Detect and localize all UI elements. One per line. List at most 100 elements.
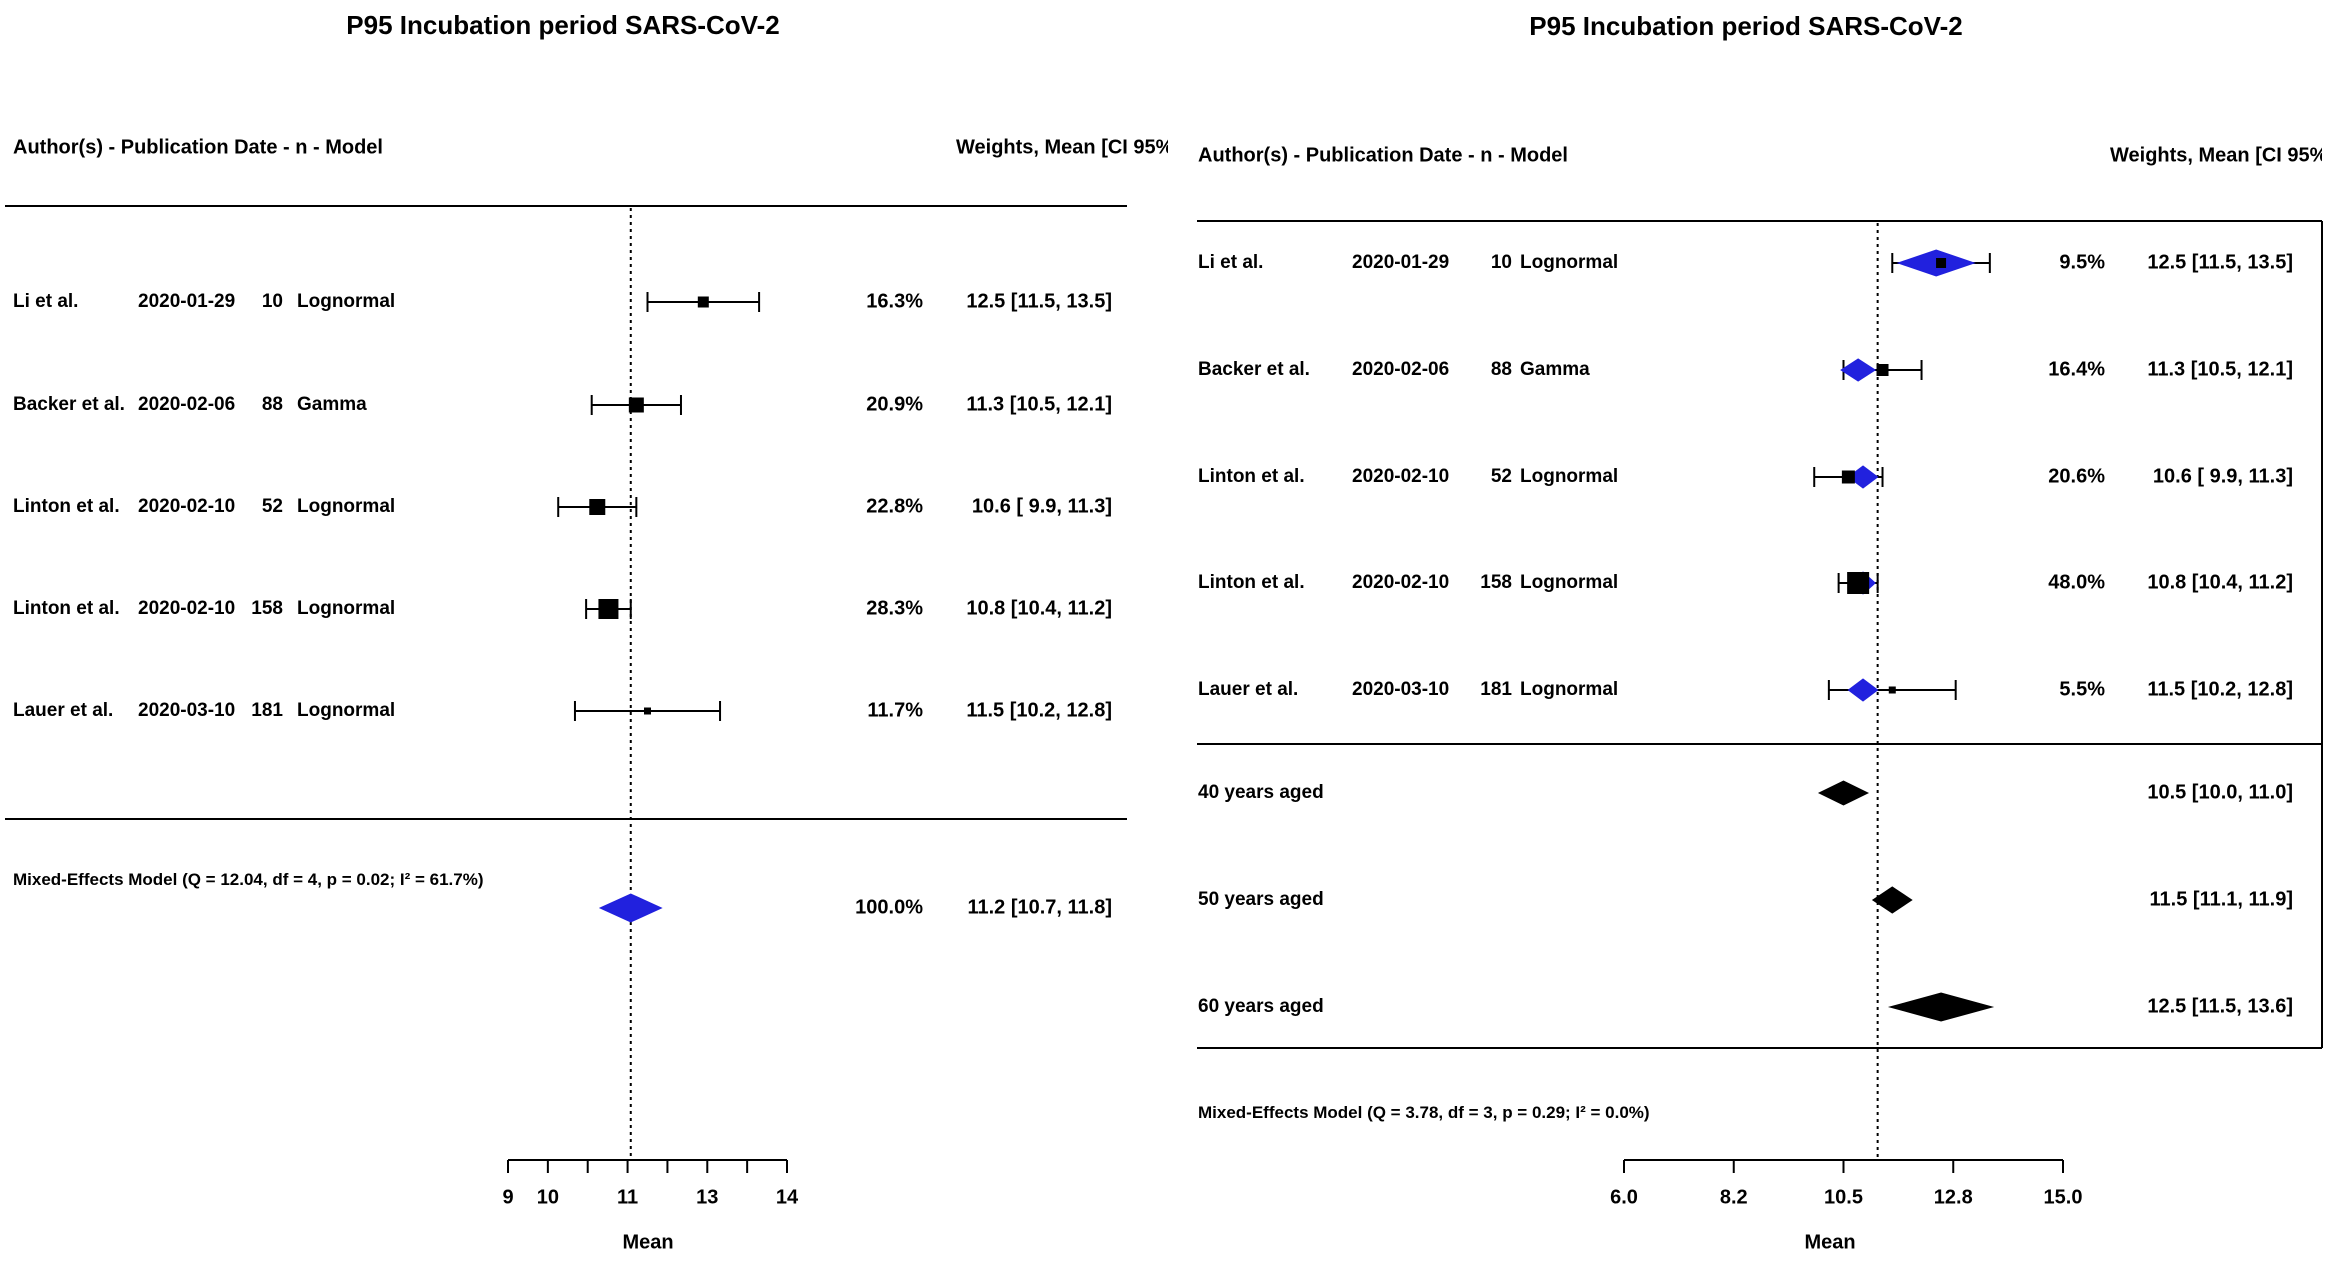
study-publication-date: 2020-02-06 (1352, 359, 1450, 381)
x-axis-tick-label: 10.5 (1824, 1186, 1863, 1209)
study-author: Li et al. (1198, 252, 1264, 274)
study-sample-size: 88 (261, 394, 283, 416)
subgroup-mean-ci: 12.5 [11.5, 13.6] (2147, 995, 2293, 1018)
study-sample-size: 10 (261, 291, 283, 313)
study-author: Lauer et al. (13, 700, 114, 722)
study-model: Lognormal (297, 700, 396, 722)
study-sample-size: 158 (1480, 572, 1512, 594)
subgroup-label: 40 years aged (1198, 782, 1324, 804)
study-point-estimate (1876, 364, 1889, 376)
study-publication-date: 2020-02-10 (138, 598, 236, 620)
subgroup-label: 50 years aged (1198, 889, 1324, 911)
study-sample-size: 181 (1480, 679, 1512, 701)
study-mean-ci: 10.6 [ 9.9, 11.3] (971, 495, 1112, 518)
study-publication-date: 2020-03-10 (138, 700, 236, 722)
study-model: Lognormal (1520, 679, 1619, 701)
subgroup-diamond (1817, 780, 1870, 806)
study-mean-ci: 10.8 [10.4, 11.2] (966, 597, 1112, 620)
subgroup-diamond (1871, 886, 1913, 914)
study-sample-size: 52 (1490, 466, 1512, 488)
study-weight: 11.7% (867, 699, 923, 722)
subgroup-diamond (1887, 992, 1995, 1022)
x-axis-tick-label: 10 (536, 1186, 559, 1209)
study-mean-ci: 11.5 [10.2, 12.8] (966, 699, 1112, 722)
study-point-estimate (628, 397, 644, 413)
subgroup-mean-ci: 11.5 [11.1, 11.9] (2149, 888, 2293, 911)
study-weight: 16.4% (2048, 358, 2105, 381)
column-header-weights-left: Weights, Mean [CI 95%] (956, 136, 1168, 159)
x-axis-tick-label: 8.2 (1719, 1186, 1748, 1209)
study-author: Linton et al. (1198, 572, 1305, 594)
study-author: Backer et al. (1198, 359, 1310, 381)
subgroup-mean-ci: 10.5 [10.0, 11.0] (2147, 781, 2293, 804)
study-mean-ci: 10.8 [10.4, 11.2] (2147, 571, 2293, 594)
study-point-estimate (1841, 470, 1855, 484)
x-axis-tick-label: 9 (502, 1186, 514, 1209)
study-blup-diamond (1847, 678, 1879, 702)
study-sample-size: 52 (261, 496, 283, 518)
study-point-estimate (697, 296, 709, 308)
column-header-authors-right: Author(s) - Publication Date - n - Model (1198, 144, 1568, 167)
panel-title-left: P95 Incubation period SARS-CoV-2 (346, 10, 780, 41)
x-axis-tick-label: 12.8 (1933, 1186, 1973, 1209)
study-blup-diamond (1847, 465, 1879, 489)
x-axis-title-right: Mean (1804, 1231, 1856, 1254)
study-weight: 22.8% (866, 495, 923, 518)
study-model: Gamma (1520, 359, 1590, 381)
study-mean-ci: 11.5 [10.2, 12.8] (2147, 678, 2293, 701)
summary-weight: 100.0% (855, 896, 923, 919)
study-weight: 9.5% (2059, 251, 2105, 274)
study-mean-ci: 11.3 [10.5, 12.1] (2147, 358, 2293, 381)
study-model: Lognormal (297, 598, 396, 620)
study-point-estimate (589, 499, 606, 515)
study-blup-diamond (1840, 358, 1877, 382)
study-model: Gamma (297, 394, 367, 416)
column-header-weights-right-clip: Weights, Mean [CI 95%] (2110, 143, 2322, 169)
study-publication-date: 2020-02-06 (138, 394, 236, 416)
study-point-estimate (1936, 258, 1947, 268)
study-author: Linton et al. (1198, 466, 1305, 488)
subgroup-label: 60 years aged (1198, 996, 1324, 1018)
x-axis-tick-label: 11 (616, 1186, 639, 1209)
study-weight: 5.5% (2059, 678, 2105, 701)
study-model: Lognormal (297, 496, 396, 518)
study-point-estimate (598, 599, 619, 619)
study-sample-size: 10 (1490, 252, 1512, 274)
study-publication-date: 2020-02-10 (1352, 572, 1450, 594)
column-header-weights-left-clip: Weights, Mean [CI 95%] (956, 135, 1168, 161)
study-point-estimate (1847, 572, 1870, 594)
study-publication-date: 2020-01-29 (1352, 252, 1450, 274)
study-mean-ci: 12.5 [11.5, 13.5] (966, 290, 1112, 313)
mixed-effects-label-left: Mixed-Effects Model (Q = 12.04, df = 4, … (13, 870, 484, 890)
study-mean-ci: 12.5 [11.5, 13.5] (2147, 251, 2293, 274)
study-weight: 28.3% (866, 597, 923, 620)
study-sample-size: 181 (251, 700, 283, 722)
panel-title-right: P95 Incubation period SARS-CoV-2 (1529, 11, 1963, 42)
study-author: Backer et al. (13, 394, 125, 416)
study-weight: 20.6% (2048, 465, 2105, 488)
study-weight: 16.3% (866, 290, 923, 313)
x-axis-title-left: Mean (622, 1231, 674, 1254)
x-axis-tick-label: 14 (775, 1186, 799, 1209)
study-author: Li et al. (13, 291, 79, 313)
study-point-estimate (1888, 686, 1896, 694)
study-mean-ci: 11.3 [10.5, 12.1] (966, 393, 1112, 416)
x-axis-tick-label: 6.0 (1610, 1186, 1638, 1209)
study-model: Lognormal (297, 291, 396, 313)
column-header-weights-right: Weights, Mean [CI 95%] (2110, 144, 2322, 167)
study-publication-date: 2020-01-29 (138, 291, 236, 313)
study-publication-date: 2020-03-10 (1352, 679, 1450, 701)
study-point-estimate (644, 707, 651, 715)
study-model: Lognormal (1520, 466, 1619, 488)
study-weight: 20.9% (866, 393, 923, 416)
study-publication-date: 2020-02-10 (138, 496, 236, 518)
study-sample-size: 88 (1490, 359, 1512, 381)
study-model: Lognormal (1520, 572, 1619, 594)
summary-mean-ci: 11.2 [10.7, 11.8] (967, 896, 1112, 919)
column-header-authors-left: Author(s) - Publication Date - n - Model (13, 136, 383, 159)
x-axis-tick-label: 13 (696, 1186, 719, 1209)
study-sample-size: 158 (251, 598, 283, 620)
study-model: Lognormal (1520, 252, 1619, 274)
